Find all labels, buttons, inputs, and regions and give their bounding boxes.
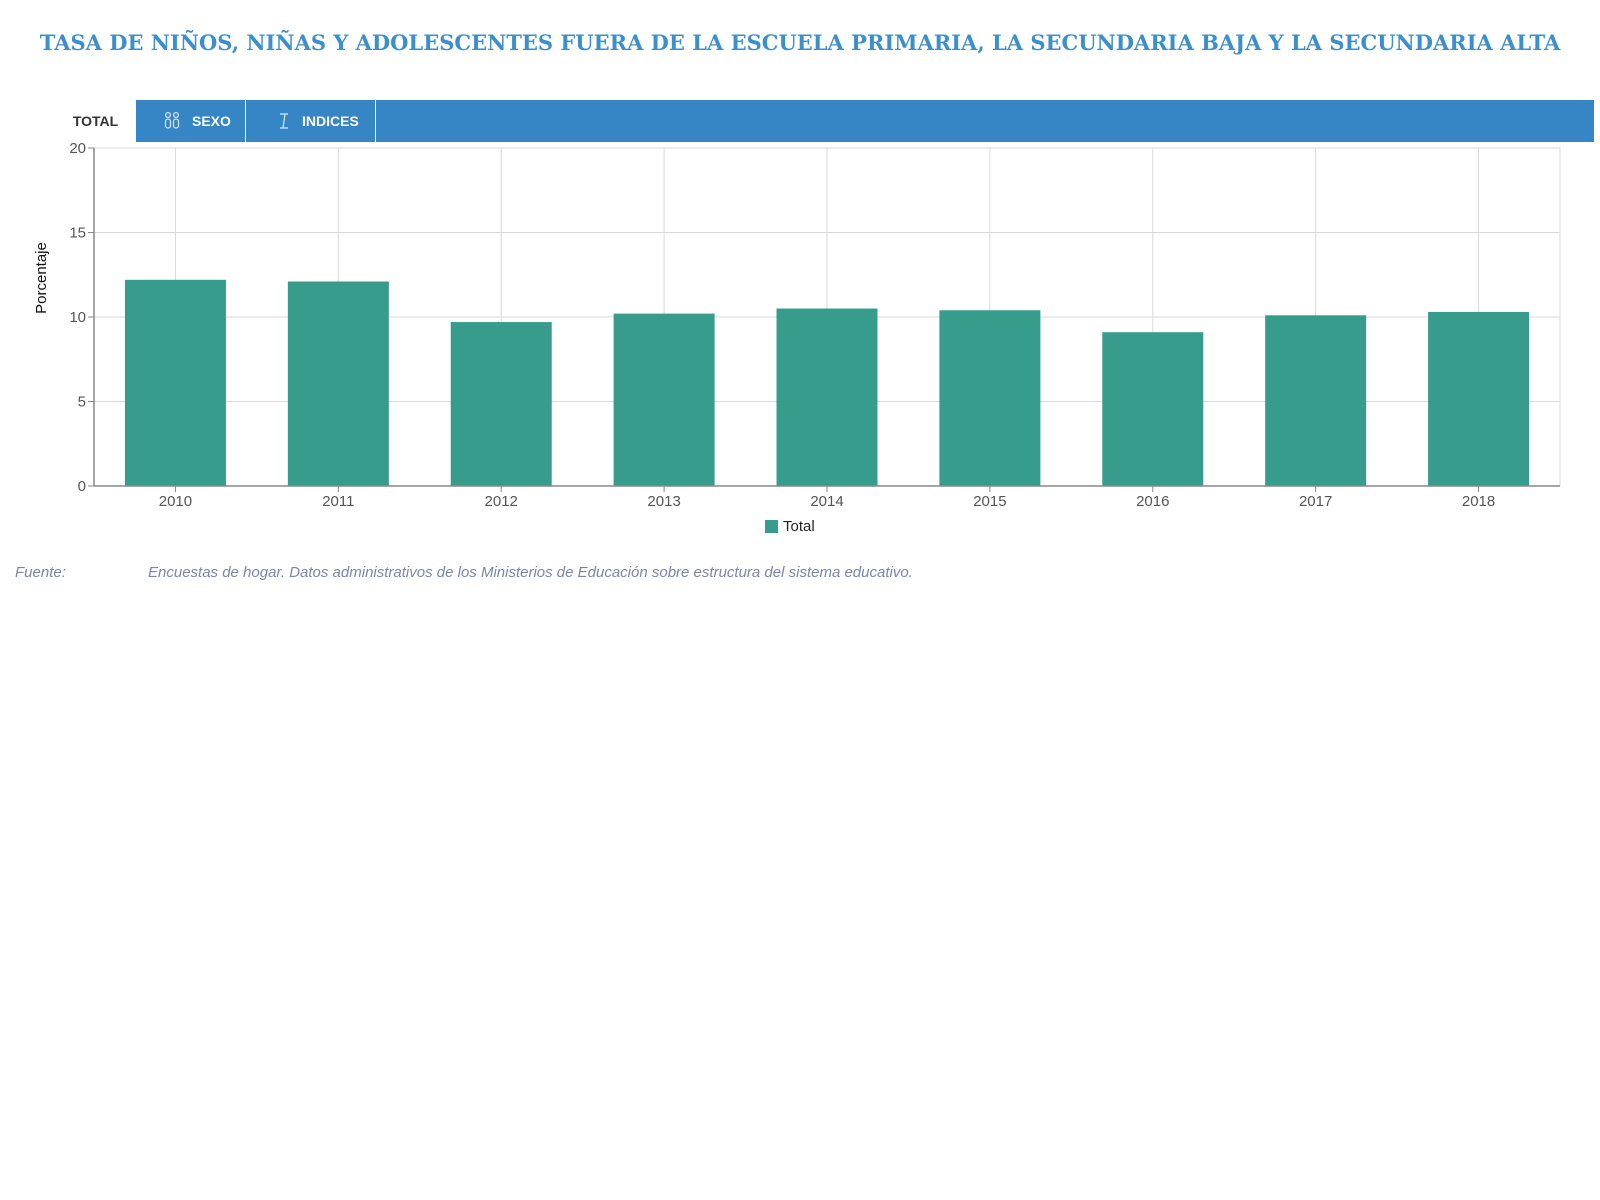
tab-total[interactable]: TOTAL xyxy=(55,100,136,142)
source-label: Fuente: xyxy=(15,564,66,581)
bar[interactable] xyxy=(124,279,226,486)
x-tick-label: 2013 xyxy=(647,493,680,510)
x-tick-label: 2011 xyxy=(322,493,354,510)
tab-indices-label: INDICES xyxy=(302,113,359,129)
tab-sexo-label: SEXO xyxy=(192,113,231,129)
bar[interactable] xyxy=(1428,311,1530,486)
index-icon xyxy=(276,111,292,131)
legend-label: Total xyxy=(783,518,815,535)
y-tick-label: 0 xyxy=(78,478,86,495)
x-tick-label: 2015 xyxy=(973,493,1006,510)
axes xyxy=(88,147,1560,492)
y-tick-label: 5 xyxy=(78,394,86,411)
gender-icon xyxy=(162,111,182,131)
y-tick-label: 15 xyxy=(69,225,86,242)
y-axis-label: Porcentaje xyxy=(33,242,50,314)
tab-indices[interactable]: INDICES xyxy=(246,100,376,142)
tab-sexo[interactable]: SEXO xyxy=(136,100,246,142)
legend[interactable]: Total xyxy=(765,518,815,535)
y-tick-label: 10 xyxy=(69,309,86,326)
x-tick-label: 2010 xyxy=(159,493,192,510)
bar[interactable] xyxy=(613,313,715,486)
x-tick-label: 2017 xyxy=(1299,493,1332,510)
bar[interactable] xyxy=(1265,315,1367,486)
x-tick-label: 2016 xyxy=(1136,493,1169,510)
x-tick-label: 2012 xyxy=(485,493,518,510)
tab-total-label: TOTAL xyxy=(72,113,119,129)
y-tick-label: 20 xyxy=(69,140,86,157)
bar[interactable] xyxy=(287,281,389,486)
page-title: TASA DE NIÑOS, NIÑAS Y ADOLESCENTES FUER… xyxy=(39,30,1561,55)
tab-bar: TOTAL SEXO INDICES xyxy=(55,100,1594,142)
source-text: Encuestas de hogar. Datos administrativo… xyxy=(148,564,913,581)
bar[interactable] xyxy=(776,308,878,486)
bar[interactable] xyxy=(939,310,1041,486)
bars xyxy=(124,279,1530,486)
x-tick-label: 2014 xyxy=(810,493,843,510)
x-tick-label: 2018 xyxy=(1462,493,1495,510)
bar[interactable] xyxy=(1102,332,1204,486)
bar-chart: 0 5 10 15 20 2010 2011 2012 2013 2014 2015 2016 2017… xyxy=(33,140,1561,510)
bar[interactable] xyxy=(450,322,552,486)
tick-labels: 0 5 10 15 20 2010 2011 2012 2013 2014 2015 2016 2017… xyxy=(69,140,1495,510)
legend-swatch xyxy=(765,520,778,533)
